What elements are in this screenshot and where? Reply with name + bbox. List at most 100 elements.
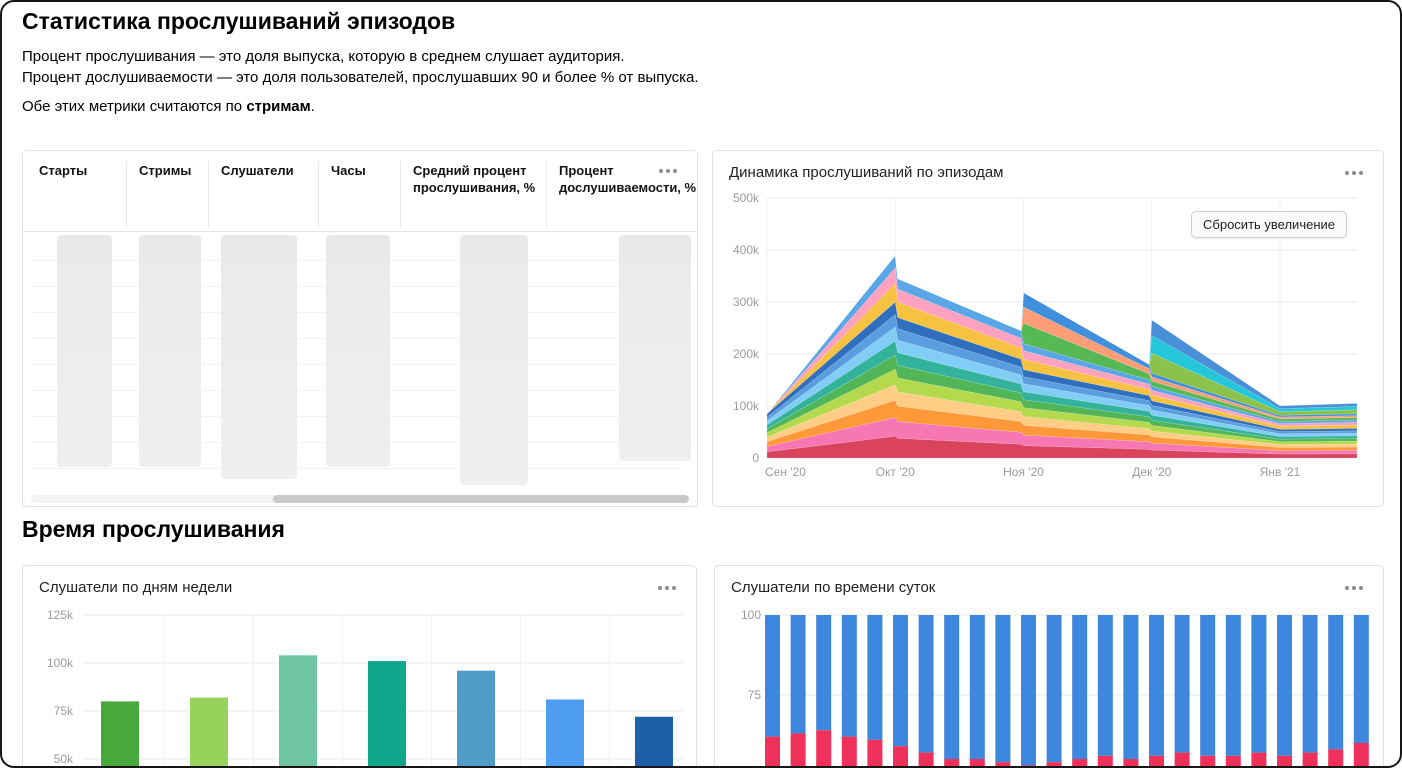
column-header[interactable]: Часы — [319, 161, 401, 229]
redacted-data-column — [619, 235, 691, 461]
hour-bar-top-segment[interactable] — [1225, 615, 1241, 756]
hour-bar-top-segment[interactable] — [1200, 615, 1216, 756]
hour-bar-top-segment[interactable] — [995, 615, 1011, 763]
svg-text:200k: 200k — [733, 347, 760, 361]
hour-bar-bottom-segment[interactable] — [1046, 762, 1062, 768]
reset-zoom-button[interactable]: Сбросить увеличение — [1191, 211, 1347, 238]
hour-bar-bottom-segment[interactable] — [893, 746, 908, 768]
hour-bar-top-segment[interactable] — [841, 615, 857, 737]
panel-title: Слушатели по дням недели — [39, 579, 233, 596]
ellipsis-menu-icon[interactable] — [655, 165, 681, 177]
hour-bar-bottom-segment[interactable] — [867, 739, 883, 768]
hour-bar-top-segment[interactable] — [1251, 615, 1267, 753]
hour-bar-top-segment[interactable] — [1353, 615, 1369, 743]
svg-text:400k: 400k — [733, 243, 760, 257]
hour-bar-bottom-segment[interactable] — [969, 759, 985, 768]
weekday-bar[interactable] — [635, 716, 673, 768]
hour-bar-top-segment[interactable] — [1302, 615, 1318, 753]
ellipsis-menu-icon[interactable] — [654, 582, 680, 594]
hour-bar-bottom-segment[interactable] — [1021, 765, 1036, 768]
metrics-note: Обе этих метрики считаются по стримам. — [22, 98, 315, 115]
panel-title: Динамика прослушиваний по эпизодам — [729, 164, 1004, 181]
hour-bar-bottom-segment[interactable] — [1225, 755, 1241, 768]
redacted-data-column — [57, 235, 112, 467]
metrics-note-suffix: . — [310, 98, 315, 115]
hour-bar-top-segment[interactable] — [816, 615, 832, 731]
hour-bar-top-segment[interactable] — [1072, 615, 1088, 759]
description-block: Процент прослушивания — это доля выпуска… — [22, 46, 699, 88]
hour-bar-top-segment[interactable] — [969, 615, 985, 759]
redacted-data-column — [139, 235, 201, 467]
weekday-listeners-panel: Слушатели по дням недели 50k 75k 100k 125k — [22, 565, 697, 768]
hours-stacked-chart: 5075100 — [741, 608, 1371, 768]
hour-bar-bottom-segment[interactable] — [1328, 749, 1344, 768]
hour-bar-bottom-segment[interactable] — [918, 752, 934, 768]
hour-bar-bottom-segment[interactable] — [1149, 755, 1164, 768]
redacted-data-column — [326, 235, 390, 467]
ellipsis-menu-icon[interactable] — [1341, 167, 1367, 179]
redacted-data-column — [221, 235, 297, 479]
hour-bar-bottom-segment[interactable] — [1123, 759, 1139, 768]
hour-bar-top-segment[interactable] — [765, 615, 780, 737]
hour-bar-top-segment[interactable] — [1097, 615, 1113, 756]
column-header[interactable]: Процент дослушиваемости, % — [559, 163, 697, 195]
svg-text:300k: 300k — [733, 295, 760, 309]
hour-bar-bottom-segment[interactable] — [1353, 743, 1369, 768]
svg-text:50k: 50k — [54, 752, 74, 766]
hour-bar-bottom-segment[interactable] — [944, 759, 960, 768]
hour-bar-top-segment[interactable] — [1328, 615, 1344, 750]
description-line-2: Процент дослушиваемости — это доля польз… — [22, 69, 699, 86]
hour-bar-bottom-segment[interactable] — [765, 736, 780, 768]
hour-bar-bottom-segment[interactable] — [1072, 759, 1088, 768]
hour-bar-top-segment[interactable] — [1021, 615, 1036, 766]
hourly-listeners-panel: Слушатели по времени суток 5075100 — [714, 565, 1384, 768]
hour-bar-top-segment[interactable] — [893, 615, 908, 747]
hour-bar-bottom-segment[interactable] — [1302, 752, 1318, 768]
weekday-bar[interactable] — [457, 670, 495, 768]
svg-text:Дек '20: Дек '20 — [1132, 465, 1171, 479]
hour-bar-bottom-segment[interactable] — [790, 733, 806, 768]
hour-bar-top-segment[interactable] — [1277, 615, 1292, 756]
svg-text:500k: 500k — [733, 191, 760, 205]
weekday-bar[interactable] — [101, 701, 139, 768]
svg-text:Янв '21: Янв '21 — [1260, 465, 1301, 479]
hour-bar-bottom-segment[interactable] — [1251, 752, 1267, 768]
ellipsis-menu-icon[interactable] — [1341, 582, 1367, 594]
hour-bar-top-segment[interactable] — [867, 615, 883, 740]
panel-title: Слушатели по времени суток — [731, 579, 936, 596]
column-header[interactable]: Средний процент прослушивания, % — [401, 161, 547, 229]
column-header[interactable]: Стримы — [127, 161, 209, 229]
hour-bar-top-segment[interactable] — [1174, 615, 1190, 753]
hour-bar-top-segment[interactable] — [1123, 615, 1139, 759]
svg-text:100k: 100k — [733, 399, 760, 413]
hour-bar-bottom-segment[interactable] — [1200, 755, 1216, 768]
svg-text:75: 75 — [748, 688, 762, 702]
section-title-listening-time: Время прослушивания — [22, 516, 285, 542]
description-line-1: Процент прослушивания — это доля выпуска… — [22, 48, 625, 65]
hour-bar-top-segment[interactable] — [790, 615, 806, 734]
hour-bar-top-segment[interactable] — [1149, 615, 1164, 756]
horizontal-scrollbar-track[interactable] — [31, 495, 689, 503]
hour-bar-bottom-segment[interactable] — [995, 762, 1011, 768]
hour-bar-bottom-segment[interactable] — [1174, 752, 1190, 768]
weekday-bar-chart: 50k 75k 100k 125k — [47, 608, 683, 768]
hour-bar-bottom-segment[interactable] — [841, 736, 857, 768]
svg-text:0: 0 — [752, 451, 759, 465]
column-header[interactable]: Старты — [39, 161, 127, 229]
hour-bar-top-segment[interactable] — [918, 615, 934, 753]
horizontal-scrollbar-thumb[interactable] — [273, 495, 689, 503]
hour-bar-bottom-segment[interactable] — [1097, 755, 1113, 768]
weekday-bar[interactable] — [190, 697, 228, 768]
table-header-divider — [23, 231, 697, 232]
hour-bar-top-segment[interactable] — [944, 615, 960, 759]
column-header[interactable]: Слушатели — [209, 161, 319, 229]
svg-text:Ноя '20: Ноя '20 — [1003, 465, 1044, 479]
weekday-bar[interactable] — [279, 655, 317, 768]
weekday-bar[interactable] — [368, 661, 406, 768]
hour-bar-bottom-segment[interactable] — [816, 730, 832, 768]
hour-bar-bottom-segment[interactable] — [1277, 755, 1292, 768]
weekday-bar[interactable] — [546, 699, 584, 768]
svg-text:100k: 100k — [47, 656, 74, 670]
hour-bar-top-segment[interactable] — [1046, 615, 1062, 763]
